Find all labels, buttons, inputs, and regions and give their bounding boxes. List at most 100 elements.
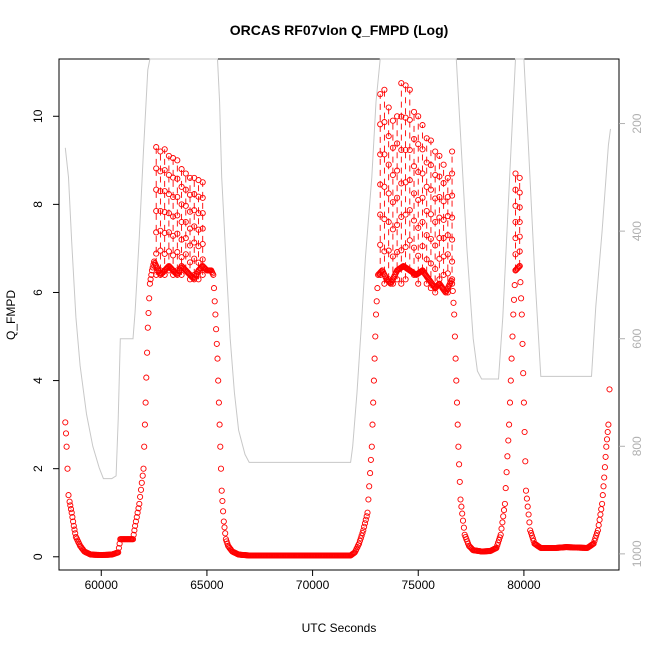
data-point	[71, 526, 78, 533]
data-point	[394, 167, 401, 174]
data-point	[451, 333, 458, 340]
data-point	[178, 254, 185, 261]
data-point	[165, 210, 172, 217]
data-point	[601, 464, 608, 471]
data-point	[365, 496, 372, 503]
data-point	[377, 211, 384, 218]
data-point	[591, 537, 598, 544]
data-point	[142, 399, 149, 406]
data-point	[398, 280, 405, 287]
data-point	[524, 503, 531, 510]
data-point	[427, 186, 434, 193]
data-point	[500, 507, 508, 514]
data-point	[174, 175, 181, 182]
data-point	[601, 474, 608, 481]
data-point	[182, 235, 189, 242]
data-point	[137, 493, 144, 500]
data-point	[147, 276, 154, 283]
plot-series	[62, 58, 613, 559]
data-point	[178, 166, 185, 173]
right-y-tick-label: 200	[630, 113, 644, 133]
data-point	[137, 486, 145, 493]
data-point	[506, 399, 514, 406]
data-point	[131, 527, 138, 534]
data-point	[427, 162, 434, 169]
data-point	[449, 170, 456, 177]
data-point	[191, 191, 198, 198]
data-point	[529, 535, 536, 542]
data-point	[389, 171, 396, 179]
data-point	[153, 207, 160, 215]
data-point	[148, 267, 156, 274]
data-point	[143, 374, 150, 381]
data-point	[64, 465, 71, 472]
data-point	[423, 232, 430, 239]
data-point	[178, 218, 185, 226]
data-point	[69, 514, 76, 521]
data-point	[590, 540, 597, 547]
data-point	[440, 161, 447, 168]
data-point	[170, 174, 177, 181]
data-point	[182, 267, 189, 274]
data-point	[521, 428, 528, 436]
data-point	[221, 524, 228, 531]
data-point	[522, 487, 530, 494]
data-point	[170, 213, 177, 220]
data-point	[455, 443, 462, 450]
data-point	[62, 419, 69, 426]
data-point	[195, 193, 202, 200]
data-point	[415, 141, 422, 148]
data-point	[423, 159, 430, 166]
data-point	[62, 430, 70, 437]
data-point	[157, 168, 164, 175]
data-point	[381, 151, 388, 158]
data-point	[144, 349, 151, 356]
y-tick-label: 4	[31, 377, 45, 384]
data-point	[367, 456, 374, 463]
data-point	[212, 311, 219, 318]
data-point	[199, 240, 206, 248]
x-axis: 60000 65000 70000 75000 80000	[85, 570, 541, 592]
data-point	[512, 170, 519, 177]
data-point	[161, 146, 168, 153]
data-point	[372, 311, 380, 318]
data-point	[419, 218, 426, 226]
data-point	[140, 465, 147, 472]
data-point	[516, 248, 523, 255]
data-point	[511, 282, 518, 289]
data-point	[505, 437, 512, 444]
data-point	[440, 180, 447, 187]
data-point	[512, 251, 519, 258]
data-point	[415, 224, 422, 231]
data-point	[516, 233, 523, 240]
data-point	[451, 311, 458, 318]
data-point	[191, 239, 198, 246]
data-point	[398, 113, 405, 120]
data-point	[182, 170, 189, 177]
data-point	[369, 421, 376, 428]
data-point	[153, 186, 160, 193]
data-point	[525, 511, 532, 518]
data-point	[520, 399, 527, 406]
data-point	[496, 534, 503, 541]
data-point	[527, 527, 534, 534]
plot-frame	[58, 58, 620, 571]
data-point	[423, 256, 430, 263]
data-point	[157, 247, 164, 254]
data-point	[419, 243, 426, 250]
data-point	[423, 207, 430, 215]
data-point	[178, 201, 185, 208]
data-point	[195, 276, 202, 283]
data-point	[440, 235, 447, 242]
data-point	[436, 235, 443, 242]
data-point	[153, 165, 160, 172]
data-point	[518, 295, 525, 302]
data-point	[214, 355, 221, 362]
data-point	[115, 549, 122, 556]
data-point	[178, 183, 185, 190]
data-point	[519, 340, 526, 347]
data-point	[444, 174, 451, 181]
data-point	[503, 469, 510, 476]
right-y-tick-label: 1000	[630, 540, 644, 567]
